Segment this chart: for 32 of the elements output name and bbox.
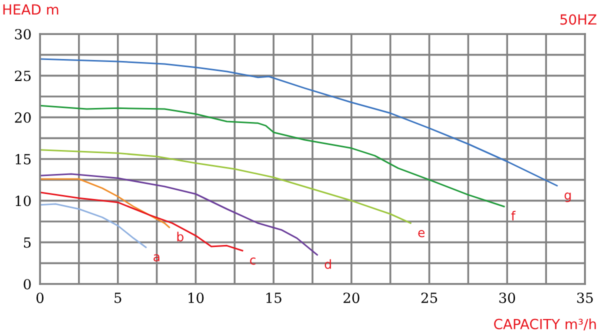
y-axis-title: HEAD m <box>3 4 58 15</box>
series-label: f <box>511 210 516 220</box>
y-tick-label: 20 <box>14 112 31 123</box>
line-series <box>40 178 170 228</box>
x-tick-label: 15 <box>266 292 282 304</box>
line-series <box>40 173 318 256</box>
x-axis-title: CAPACITY m³/h <box>494 318 596 330</box>
y-tick-label: 5 <box>24 237 31 248</box>
series-label: a <box>154 254 160 262</box>
y-tick-label: 30 <box>15 28 31 40</box>
series-label: g <box>564 192 571 202</box>
x-tick-label: 0 <box>36 292 44 304</box>
series-label: e <box>418 230 425 238</box>
line-series <box>40 149 412 224</box>
x-tick-label: 30 <box>499 292 516 304</box>
y-tick-label: 0 <box>24 278 31 290</box>
line-series <box>40 203 147 248</box>
x-tick-label: 25 <box>421 292 438 304</box>
x-tick-label: 10 <box>188 292 204 304</box>
x-tick-label: 35 <box>577 292 593 304</box>
line-series <box>40 58 558 186</box>
series-label: c <box>250 258 256 265</box>
series-label: d <box>324 259 331 269</box>
line-series <box>40 192 244 252</box>
x-tick-label: 20 <box>344 292 360 304</box>
line-series <box>40 104 505 208</box>
series-label: b <box>177 232 184 242</box>
x-tick-label: 5 <box>114 292 122 304</box>
y-tick-label: 15 <box>16 154 31 164</box>
text: 50HZ <box>560 14 596 25</box>
y-tick-label: 10 <box>16 196 31 206</box>
y-tick-label: 25 <box>14 70 31 82</box>
